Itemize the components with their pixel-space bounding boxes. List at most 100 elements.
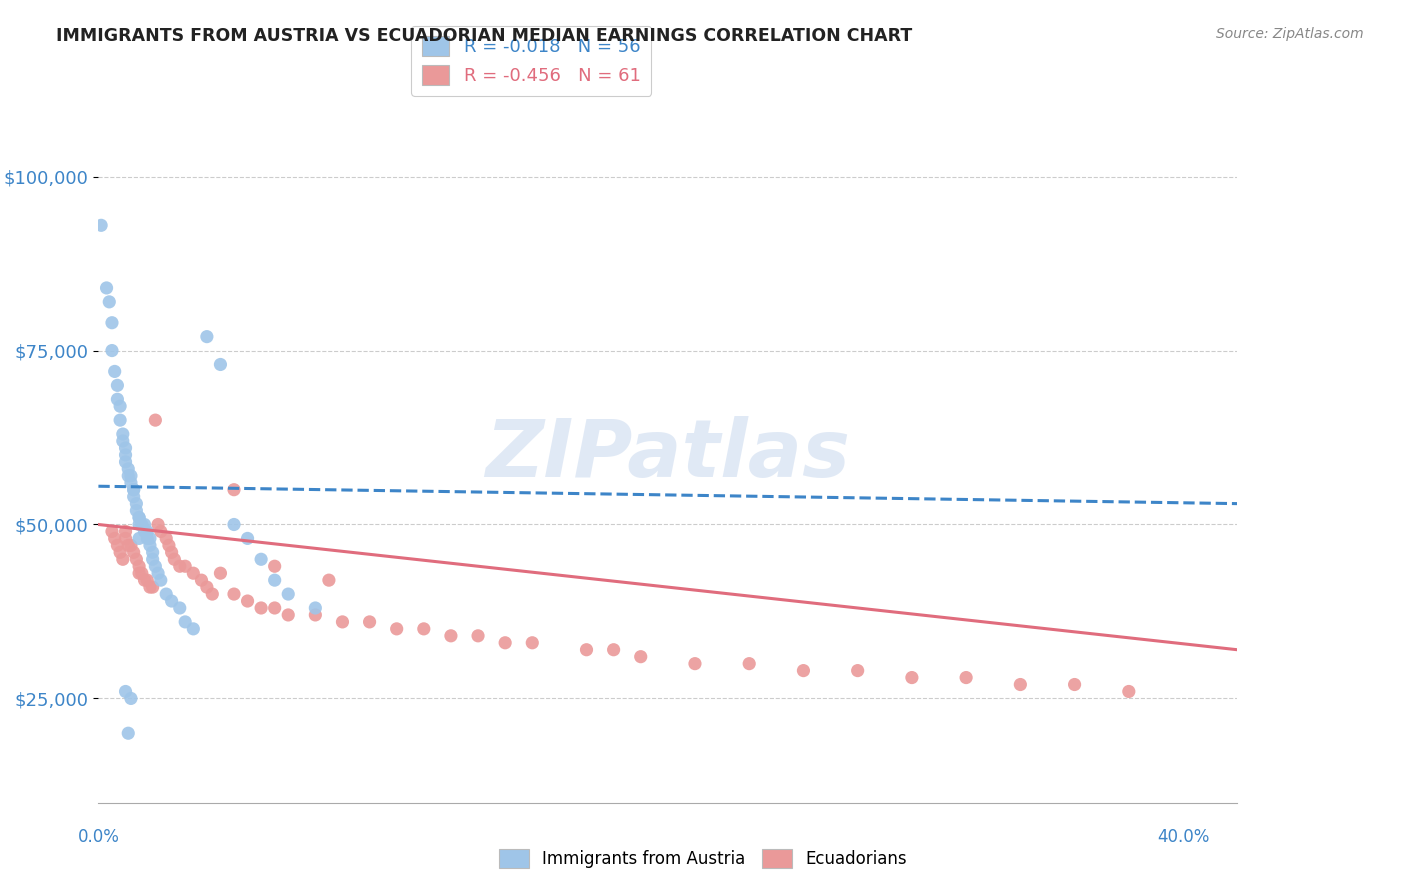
- Point: [738, 657, 761, 671]
- Point: [101, 343, 124, 358]
- Point: [277, 607, 299, 622]
- Point: [139, 532, 162, 546]
- Point: [183, 566, 205, 581]
- Point: [139, 580, 162, 594]
- Point: [107, 538, 129, 552]
- Point: [145, 413, 167, 427]
- Point: [125, 552, 148, 566]
- Point: [111, 434, 134, 448]
- Point: [412, 622, 434, 636]
- Point: [131, 517, 153, 532]
- Point: [174, 615, 197, 629]
- Point: [163, 552, 186, 566]
- Point: [222, 517, 245, 532]
- Point: [96, 281, 118, 295]
- Point: [174, 559, 197, 574]
- Point: [117, 538, 139, 552]
- Point: [114, 532, 136, 546]
- Point: [131, 566, 153, 581]
- Point: [263, 601, 285, 615]
- Point: [120, 538, 142, 552]
- Point: [120, 691, 142, 706]
- Point: [104, 364, 127, 378]
- Point: [195, 580, 218, 594]
- Point: [146, 566, 169, 581]
- Point: [522, 636, 544, 650]
- Legend: Immigrants from Austria, Ecuadorians: Immigrants from Austria, Ecuadorians: [492, 843, 914, 875]
- Point: [120, 468, 142, 483]
- Point: [209, 358, 232, 372]
- Point: [108, 399, 131, 413]
- Point: [169, 601, 191, 615]
- Point: [122, 483, 145, 497]
- Point: [190, 573, 212, 587]
- Point: [792, 664, 814, 678]
- Point: [101, 524, 124, 539]
- Point: [108, 545, 131, 559]
- Point: [114, 448, 136, 462]
- Point: [332, 615, 354, 629]
- Point: [117, 468, 139, 483]
- Point: [128, 559, 150, 574]
- Point: [107, 378, 129, 392]
- Point: [236, 594, 259, 608]
- Point: [183, 622, 205, 636]
- Point: [846, 664, 869, 678]
- Point: [250, 601, 273, 615]
- Point: [630, 649, 652, 664]
- Point: [128, 532, 150, 546]
- Point: [467, 629, 489, 643]
- Point: [222, 587, 245, 601]
- Point: [114, 441, 136, 455]
- Text: Source: ZipAtlas.com: Source: ZipAtlas.com: [1216, 27, 1364, 41]
- Point: [155, 587, 177, 601]
- Point: [1118, 684, 1140, 698]
- Point: [160, 545, 183, 559]
- Text: 40.0%: 40.0%: [1157, 828, 1209, 846]
- Point: [125, 503, 148, 517]
- Point: [494, 636, 516, 650]
- Point: [149, 573, 172, 587]
- Point: [104, 532, 127, 546]
- Point: [142, 545, 165, 559]
- Point: [122, 483, 145, 497]
- Point: [209, 566, 232, 581]
- Point: [108, 413, 131, 427]
- Point: [134, 573, 156, 587]
- Point: [142, 580, 165, 594]
- Point: [440, 629, 463, 643]
- Point: [101, 316, 124, 330]
- Point: [117, 462, 139, 476]
- Point: [263, 559, 285, 574]
- Point: [136, 524, 159, 539]
- Text: IMMIGRANTS FROM AUSTRIA VS ECUADORIAN MEDIAN EARNINGS CORRELATION CHART: IMMIGRANTS FROM AUSTRIA VS ECUADORIAN ME…: [56, 27, 912, 45]
- Point: [155, 532, 177, 546]
- Point: [128, 510, 150, 524]
- Point: [169, 559, 191, 574]
- Point: [160, 594, 183, 608]
- Point: [134, 524, 156, 539]
- Point: [134, 517, 156, 532]
- Point: [136, 532, 159, 546]
- Point: [901, 671, 924, 685]
- Point: [111, 427, 134, 442]
- Point: [304, 607, 326, 622]
- Point: [201, 587, 224, 601]
- Point: [107, 392, 129, 407]
- Point: [98, 294, 121, 309]
- Point: [90, 219, 112, 233]
- Point: [359, 615, 381, 629]
- Point: [304, 601, 326, 615]
- Point: [222, 483, 245, 497]
- Point: [277, 587, 299, 601]
- Point: [125, 497, 148, 511]
- Point: [136, 573, 159, 587]
- Point: [146, 517, 169, 532]
- Point: [114, 524, 136, 539]
- Point: [195, 329, 218, 343]
- Point: [602, 642, 624, 657]
- Point: [114, 455, 136, 469]
- Point: [683, 657, 706, 671]
- Point: [145, 559, 167, 574]
- Point: [575, 642, 598, 657]
